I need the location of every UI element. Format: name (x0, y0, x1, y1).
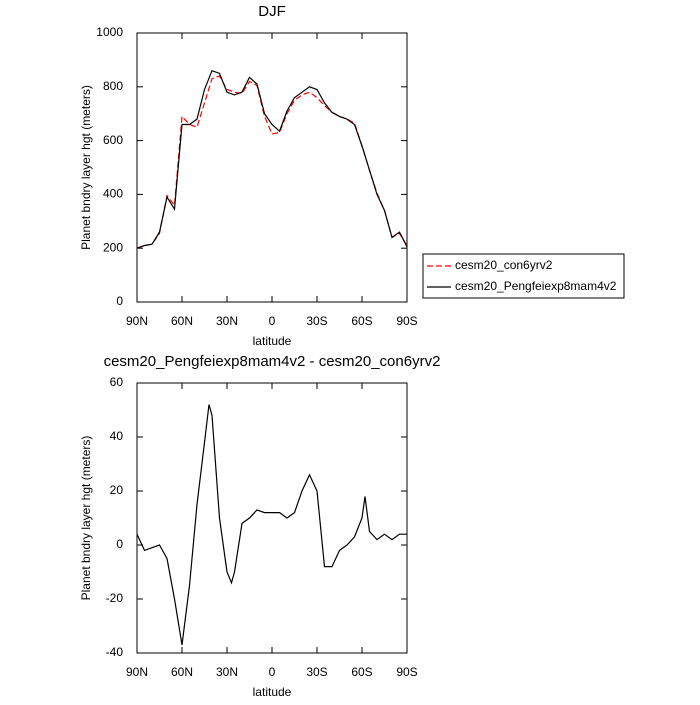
chart-title: DJF (258, 3, 286, 20)
legend-label: cesm20_con6yrv2 (455, 258, 553, 272)
x-axis-label: latitude (253, 334, 292, 348)
y-tick-label: 800 (103, 79, 123, 93)
y-tick-label: 40 (110, 429, 124, 443)
x-tick-label: 30N (216, 665, 238, 679)
y-tick-label: -20 (106, 591, 124, 605)
plot-frame (136, 382, 408, 654)
y-tick-label: 200 (103, 240, 123, 254)
x-tick-label: 60S (351, 665, 372, 679)
y-tick-label: 0 (116, 537, 123, 551)
x-tick-label: 30N (216, 314, 238, 328)
x-axis-label: latitude (253, 685, 292, 699)
y-axis-label: Planet bndry layer hgt (meters) (79, 436, 93, 601)
x-tick-label: 0 (269, 314, 276, 328)
x-tick-label: 60S (351, 314, 372, 328)
y-tick-label: 600 (103, 133, 123, 147)
chart-title: cesm20_Pengfeiexp8mam4v2 - cesm20_con6yr… (104, 353, 441, 370)
y-tick-label: 400 (103, 187, 123, 201)
x-tick-label: 90N (126, 314, 148, 328)
y-tick-label: 1000 (96, 25, 123, 39)
y-tick-label: 0 (116, 294, 123, 308)
data-line (136, 69, 408, 249)
x-tick-label: 90S (396, 665, 417, 679)
x-tick-label: 90S (396, 314, 417, 328)
x-tick-label: 0 (269, 665, 276, 679)
x-tick-label: 30S (306, 314, 327, 328)
y-tick-label: 20 (110, 483, 124, 497)
x-tick-label: 90N (126, 665, 148, 679)
y-axis-label: Planet bndry layer hgt (meters) (79, 85, 93, 250)
y-tick-label: -40 (106, 645, 124, 659)
y-tick-label: 60 (110, 375, 124, 389)
x-tick-label: 60N (171, 314, 193, 328)
x-tick-label: 60N (171, 665, 193, 679)
x-tick-label: 30S (306, 665, 327, 679)
legend-box (422, 253, 625, 299)
data-line (136, 404, 407, 645)
legend-label: cesm20_Pengfeiexp8mam4v2 (455, 279, 617, 293)
